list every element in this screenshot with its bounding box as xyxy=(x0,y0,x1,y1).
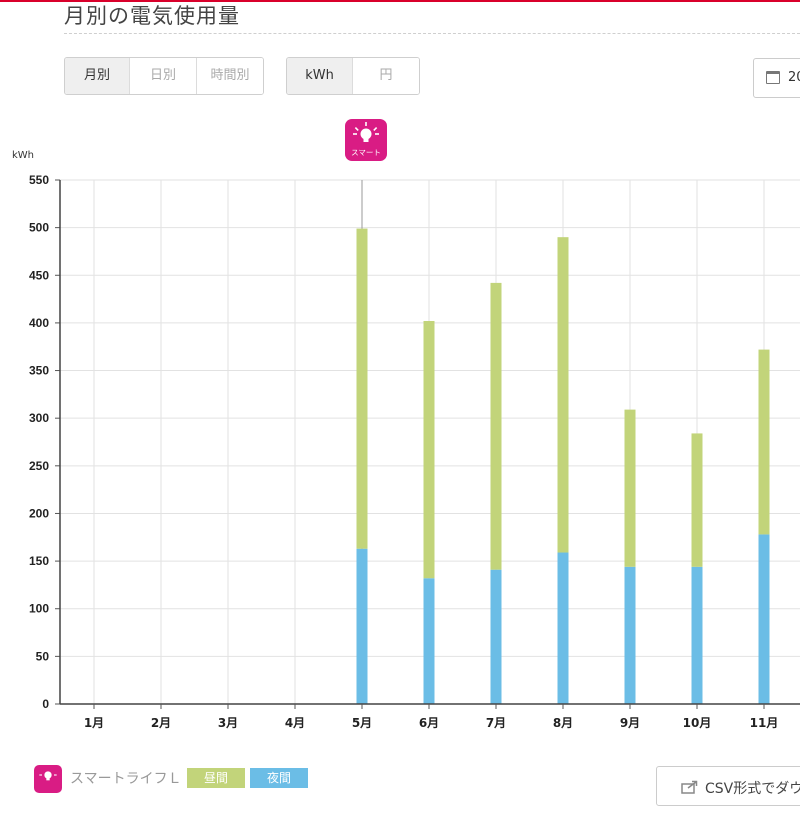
y-tick-label: 400 xyxy=(29,316,49,330)
x-tick-label: 8月 xyxy=(553,716,573,730)
y-tick-label: 200 xyxy=(29,506,49,520)
top-accent-line xyxy=(0,0,800,2)
y-tick-label: 450 xyxy=(29,268,49,282)
x-tick-label: 5月 xyxy=(352,716,372,730)
y-tick-label: 300 xyxy=(29,411,49,425)
legend-plan-icon xyxy=(34,765,62,793)
bar-segment xyxy=(624,409,636,567)
csv-download-label: CSV形式でダウン xyxy=(705,781,800,797)
page-title: 月別の電気使用量 xyxy=(64,4,240,28)
y-tick-label: 250 xyxy=(29,459,49,473)
tab-hourly[interactable]: 時間別 xyxy=(197,58,263,94)
date-picker-button[interactable]: 20 xyxy=(753,58,800,98)
bar-segment xyxy=(423,578,435,704)
y-axis-unit: kWh xyxy=(12,150,35,161)
x-tick-label: 10月 xyxy=(683,716,712,730)
y-tick-label: 100 xyxy=(29,602,49,616)
tab-yen[interactable]: 円 xyxy=(353,58,419,94)
x-tick-label: 2月 xyxy=(151,716,171,730)
calendar-icon xyxy=(766,71,780,84)
monthly-usage-chart: 0 50 100 150 200 250 300 350 400 450 500 550 1月 2月 3月 4… xyxy=(29,173,800,730)
date-picker-label: 20 xyxy=(788,70,800,85)
bar-segment xyxy=(557,552,569,704)
legend-night-badge: 夜間 xyxy=(250,768,308,788)
x-tick-label: 4月 xyxy=(285,716,305,730)
tab-daily[interactable]: 日別 xyxy=(130,58,197,94)
bar-segment xyxy=(356,548,368,704)
y-tick-label: 500 xyxy=(29,221,49,235)
legend-day-badge: 昼間 xyxy=(187,768,245,788)
bar-segment xyxy=(557,237,569,553)
bar-segment xyxy=(758,349,770,535)
y-tick-label: 50 xyxy=(36,649,50,663)
bar-segment xyxy=(624,566,636,704)
x-tick-label: 9月 xyxy=(620,716,640,730)
bar-segment xyxy=(490,569,502,704)
y-tick-label: 550 xyxy=(29,173,49,187)
bar-segment xyxy=(490,282,502,570)
period-tabs: 月別 日別 時間別 xyxy=(64,57,264,95)
plan-icon-text: スマート xyxy=(351,148,381,157)
bar-segment xyxy=(423,321,435,579)
bar-segment xyxy=(356,228,368,549)
legend-plan-name: スマートライフＬ xyxy=(70,771,182,787)
csv-download-button[interactable]: CSV形式でダウン xyxy=(656,766,800,806)
bar-segment xyxy=(691,433,703,567)
y-tick-label: 350 xyxy=(29,364,49,378)
unit-tabs: kWh 円 xyxy=(286,57,420,95)
tab-kwh[interactable]: kWh xyxy=(287,58,353,94)
title-divider xyxy=(64,33,800,34)
export-icon xyxy=(681,780,698,794)
x-tick-label: 6月 xyxy=(419,716,439,730)
bar-segment xyxy=(691,566,703,704)
bar-segment xyxy=(758,534,770,704)
x-tick-label: 7月 xyxy=(486,716,506,730)
x-tick-label: 1月 xyxy=(84,716,104,730)
y-tick-label: 150 xyxy=(29,554,49,568)
tab-monthly[interactable]: 月別 xyxy=(65,58,130,94)
x-tick-label: 11月 xyxy=(750,716,779,730)
x-tick-label: 3月 xyxy=(218,716,238,730)
smart-plan-marker-icon: スマート xyxy=(345,119,387,161)
y-tick-label: 0 xyxy=(42,697,49,711)
